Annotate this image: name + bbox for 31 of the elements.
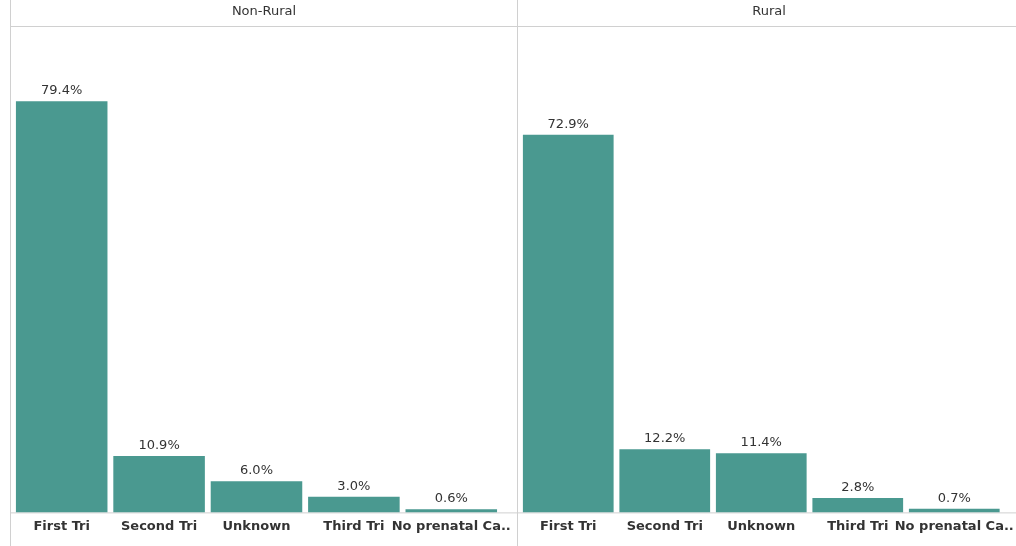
bar: [405, 509, 498, 513]
x-tick-label: No prenatal Ca..: [391, 517, 511, 533]
data-label: 6.0%: [239, 462, 273, 478]
chart-title: Rural: [752, 3, 786, 19]
chart-title: Non-Rural: [231, 3, 297, 19]
data-label: 10.9%: [138, 436, 180, 452]
x-tick-label: Second Tri: [120, 517, 198, 533]
x-tick-label: No prenatal Ca..: [894, 517, 1014, 533]
bar: [308, 496, 400, 513]
data-label: 72.9%: [547, 115, 589, 131]
bar: [812, 497, 904, 513]
data-label: 11.4%: [740, 434, 782, 450]
bar: [715, 453, 807, 513]
bar: [522, 134, 614, 513]
x-tick-label: First Tri: [539, 517, 597, 533]
bar: [619, 449, 711, 513]
data-label: 12.2%: [644, 430, 686, 446]
x-tick-label: Third Tri: [827, 517, 889, 533]
data-label: 0.6%: [434, 490, 468, 506]
x-tick-label: Unknown: [727, 517, 796, 533]
bar: [113, 455, 205, 513]
data-label: 3.0%: [337, 477, 371, 493]
x-tick-label: Second Tri: [626, 517, 703, 533]
x-tick-label: Unknown: [222, 517, 291, 533]
bar: [210, 481, 303, 513]
data-label: 79.4%: [41, 82, 83, 98]
x-tick-label: Third Tri: [323, 517, 385, 533]
data-label: 0.7%: [937, 489, 971, 505]
x-tick-label: First Tri: [33, 517, 90, 533]
data-label: 2.8%: [841, 478, 875, 494]
bar: [15, 101, 108, 513]
